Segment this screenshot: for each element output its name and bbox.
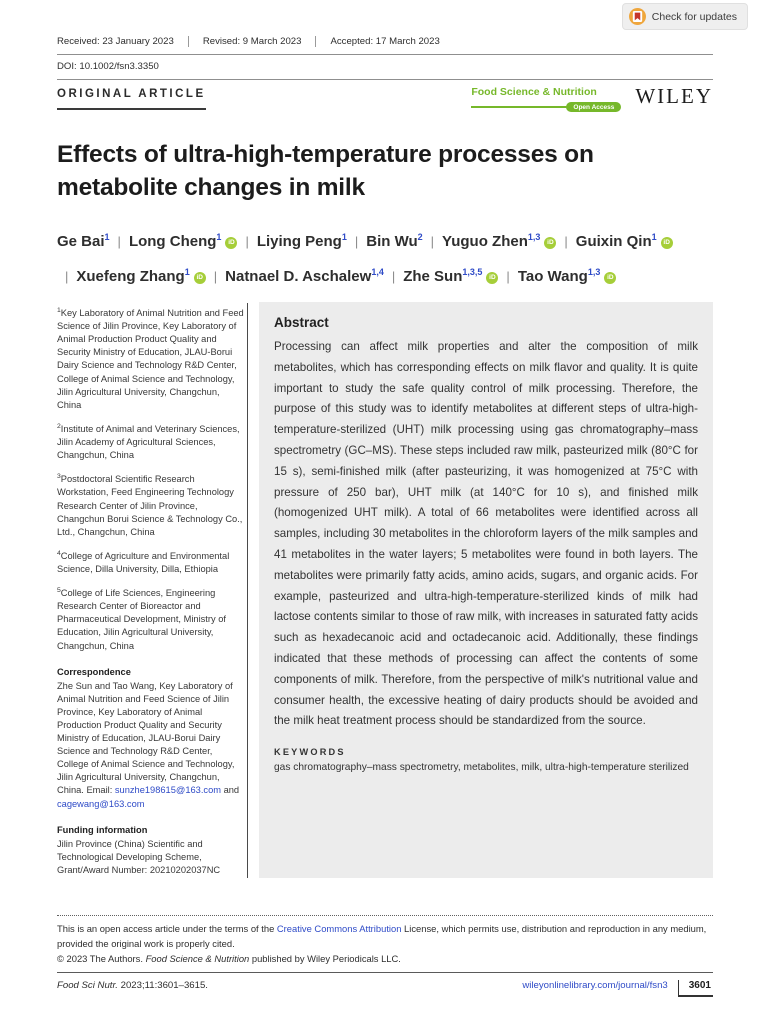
author: Xuefeng Zhang1iD <box>76 267 206 285</box>
author-affiliation-sup: 1,4 <box>371 267 384 277</box>
check-for-updates-label: Check for updates <box>651 10 737 23</box>
author-separator: | <box>430 234 435 249</box>
page-title: Effects of ultra-high-temperature proces… <box>57 141 594 201</box>
author-separator: | <box>65 269 69 284</box>
license-post: License, which permits use, distribution… <box>57 923 707 949</box>
correspondence-heading: Correspondence <box>57 666 131 677</box>
author-affiliation-sup: 1 <box>184 267 190 277</box>
email-label: Email: <box>86 785 115 796</box>
author-separator: | <box>564 234 568 249</box>
creative-commons-link[interactable]: Creative Commons Attribution <box>276 923 402 934</box>
author-affiliation-sup: 1 <box>651 232 657 242</box>
journal-logo: Food Science & Nutrition Open Access <box>471 84 622 112</box>
received-date: Received: 23 January 2023 <box>57 36 174 47</box>
affiliation: 2Institute of Animal and Veterinary Scie… <box>57 422 240 461</box>
author-separator: | <box>354 234 359 249</box>
author: Tao Wang1,3iD <box>518 267 617 285</box>
author-list: Ge Bai1 | Long Cheng1iD | Liying Peng1 | Bin W… <box>57 222 717 292</box>
accepted-date: Accepted: 17 March 2023 <box>330 36 440 47</box>
logo-row: Food Science & Nutrition Open Access WIL… <box>471 84 713 112</box>
divider <box>315 36 317 47</box>
copyright-journal: Food Science & Nutrition <box>145 953 250 964</box>
author: Long Cheng1iD <box>129 232 238 250</box>
affiliation: 5College of Life Sciences, Engineering R… <box>57 587 226 651</box>
keywords-text: gas chromatography–mass spectrometry, me… <box>274 762 689 774</box>
journal-url-link[interactable]: wileyonlinelibrary.com/journal/fsn3 <box>522 980 668 991</box>
crossmark-icon <box>628 8 646 25</box>
author-separator: | <box>506 269 510 284</box>
author: Yuguo Zhen1,3iD <box>442 232 557 250</box>
license-footnote: This is an open access article under the… <box>57 915 713 967</box>
author-affiliation-sup: 1 <box>104 232 110 242</box>
citation: Food Sci Nutr. 2023;11:3601–3615. <box>57 980 208 991</box>
license-text: This is an open access article under the… <box>57 922 713 951</box>
email-join: and <box>221 785 240 796</box>
correspondence-text: Zhe Sun and Tao Wang, Key Laboratory of … <box>57 680 244 811</box>
copyright-post: published by Wiley Periodicals LLC. <box>249 953 401 964</box>
author-separator: | <box>117 234 121 249</box>
doi: DOI: 10.1002/fsn3.3350 <box>57 55 713 80</box>
abstract-box: Abstract Processing can affect milk prop… <box>259 302 713 878</box>
citation-journal: Food Sci Nutr. <box>57 980 118 991</box>
email-link-2[interactable]: cagewang@163.com <box>57 798 145 809</box>
sidebar: 1Key Laboratory of Animal Nutrition and … <box>57 304 244 885</box>
orcid-icon[interactable]: iD <box>225 237 238 249</box>
article-meta: Received: 23 January 2023 Revised: 9 Mar… <box>57 36 713 80</box>
author-affiliation-sup: 1,3,5 <box>462 267 483 277</box>
divider <box>187 36 189 47</box>
journal-logo-rule: Open Access <box>471 102 622 112</box>
check-for-updates-button[interactable]: Check for updates <box>621 3 748 30</box>
author: Ge Bai1 <box>57 232 110 250</box>
article-type-label: ORIGINAL ARTICLE <box>57 88 206 110</box>
author-affiliation-sup: 1,3 <box>527 232 541 242</box>
author-separator: | <box>391 269 396 284</box>
author: Natnael D. Aschalew1,4 <box>225 267 384 285</box>
author: Zhe Sun1,3,5iD <box>403 267 499 285</box>
copyright-line: © 2023 The Authors. Food Science & Nutri… <box>57 952 713 967</box>
affiliation: 4College of Agriculture and Environmenta… <box>57 549 230 574</box>
green-bar <box>471 105 569 109</box>
author-affiliation-sup: 1 <box>216 232 222 242</box>
orcid-icon[interactable]: iD <box>193 272 206 284</box>
author-affiliation-sup: 1 <box>341 232 347 242</box>
wiley-logo: WILEY <box>635 84 713 108</box>
revised-date: Revised: 9 March 2023 <box>202 36 302 47</box>
history-row: Received: 23 January 2023 Revised: 9 Mar… <box>57 36 713 55</box>
author-affiliation-sup: 2 <box>417 232 423 242</box>
footer-right: wileyonlinelibrary.com/journal/fsn3 3601 <box>522 980 713 997</box>
author-separator: | <box>245 234 249 249</box>
keywords-heading: KEYWORDS <box>274 747 346 758</box>
correspondence-body: Zhe Sun and Tao Wang, Key Laboratory of … <box>57 680 235 796</box>
affiliation: 3Postdoctoral Scientific Research Workst… <box>57 473 243 537</box>
affiliation: 1Key Laboratory of Animal Nutrition and … <box>57 307 244 410</box>
article-type-row: ORIGINAL ARTICLE Food Science & Nutritio… <box>57 84 713 112</box>
footer-rule <box>57 972 713 973</box>
license-pre: This is an open access article under the… <box>57 923 277 934</box>
author: Liying Peng1 <box>256 232 347 250</box>
page-number: 3601 <box>677 980 713 997</box>
copyright-pre: © 2023 The Authors. <box>57 953 146 964</box>
abstract-heading: Abstract <box>274 315 329 330</box>
email-link-1[interactable]: sunzhe198615@163.com <box>114 785 221 796</box>
page-footer: Food Sci Nutr. 2023;11:3601–3615. wileyo… <box>57 980 713 997</box>
author-separator: | <box>213 269 218 284</box>
author: Guixin Qin1iD <box>576 232 673 250</box>
orcid-icon[interactable]: iD <box>604 272 617 284</box>
orcid-icon[interactable]: iD <box>486 272 499 284</box>
open-access-badge: Open Access <box>566 102 622 112</box>
funding-text: Jilin Province (China) Scientific and Te… <box>57 838 221 875</box>
author: Bin Wu2 <box>366 232 423 250</box>
funding-heading: Funding information <box>57 824 148 835</box>
journal-name: Food Science & Nutrition <box>471 86 597 98</box>
column-separator <box>247 303 248 878</box>
citation-rest: 2023;11:3601–3615. <box>117 980 208 991</box>
orcid-icon[interactable]: iD <box>544 237 557 249</box>
orcid-icon[interactable]: iD <box>660 237 673 249</box>
abstract-text: Processing can affect milk properties an… <box>274 340 698 728</box>
affiliation-list: 1Key Laboratory of Animal Nutrition and … <box>57 304 244 653</box>
author-affiliation-sup: 1,3 <box>587 267 601 277</box>
